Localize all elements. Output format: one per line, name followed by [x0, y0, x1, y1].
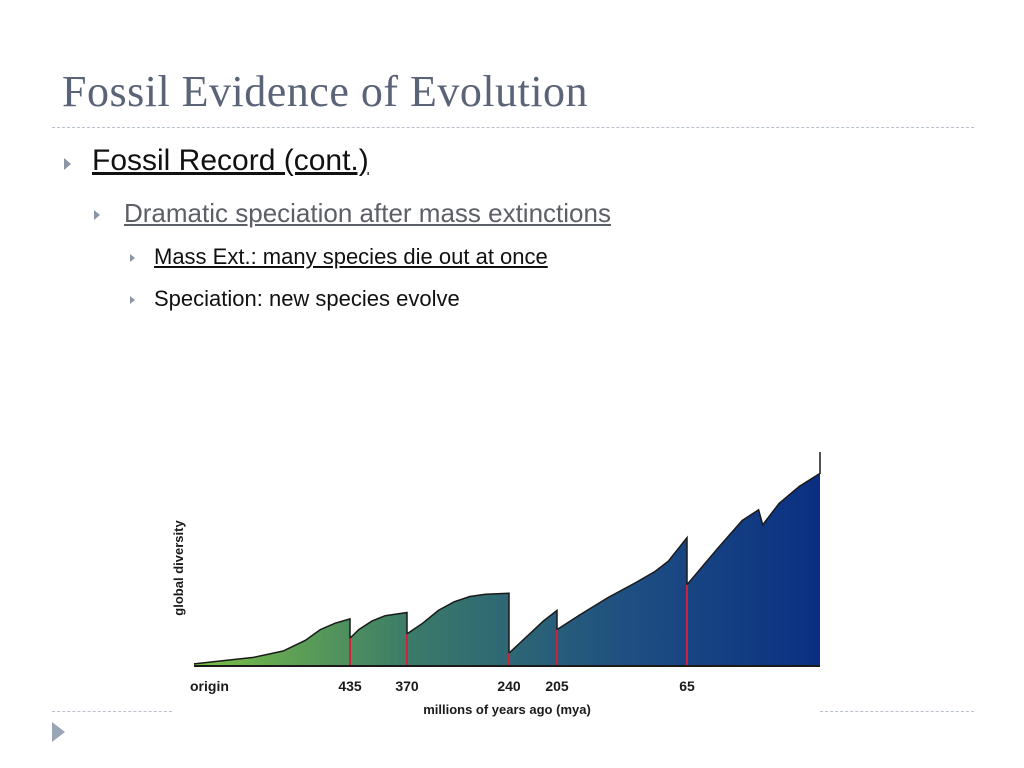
- x-tick-label: 240: [497, 678, 521, 694]
- diversity-outline: [193, 452, 821, 665]
- x-tick-label: 65: [679, 678, 695, 694]
- footer-divider-left: [52, 711, 172, 712]
- bullet-level2: Dramatic speciation after mass extinctio…: [94, 198, 611, 229]
- x-tick-labels: origin 435 370 240 205 65: [190, 678, 695, 694]
- bullet-arrow-icon: [130, 254, 135, 262]
- bullet-level3-mass-extinction: Mass Ext.: many species die out at once: [130, 244, 548, 270]
- next-slide-arrow-icon[interactable]: [52, 722, 65, 742]
- x-tick-label: origin: [190, 678, 229, 694]
- footer-divider-right: [820, 711, 974, 712]
- x-axis-label: millions of years ago (mya): [423, 702, 591, 717]
- slide-title: Fossil Evidence of Evolution: [62, 67, 589, 116]
- bullet-arrow-icon: [94, 210, 100, 220]
- bullet-level3-text: Mass Ext.: many species die out at once: [154, 244, 548, 269]
- bullet-level2-text: Dramatic speciation after mass extinctio…: [124, 198, 611, 228]
- y-axis-label: global diversity: [171, 520, 186, 616]
- bullet-level3-speciation: Speciation: new species evolve: [130, 286, 460, 312]
- extinction-markers: [349, 584, 688, 666]
- bullet-level1: Fossil Record (cont.): [64, 144, 369, 178]
- x-tick-label: 435: [338, 678, 362, 694]
- bullet-level3-text: Speciation: new species evolve: [154, 286, 460, 311]
- x-tick-label: 370: [395, 678, 419, 694]
- title-divider: [52, 127, 974, 128]
- x-tick-label: 205: [545, 678, 569, 694]
- diversity-area: [194, 452, 820, 666]
- bullet-level1-text: Fossil Record (cont.): [92, 144, 369, 177]
- bullet-arrow-icon: [64, 158, 71, 170]
- bullet-arrow-icon: [130, 296, 135, 304]
